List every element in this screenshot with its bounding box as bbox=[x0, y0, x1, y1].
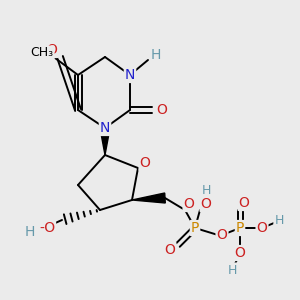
Text: -O: -O bbox=[39, 221, 55, 235]
Text: H: H bbox=[201, 184, 211, 196]
Text: O: O bbox=[238, 196, 249, 210]
Text: P: P bbox=[191, 221, 199, 235]
Text: O: O bbox=[157, 103, 167, 117]
Text: H: H bbox=[25, 225, 35, 239]
Text: O: O bbox=[256, 221, 267, 235]
Text: O: O bbox=[140, 156, 150, 170]
Text: H: H bbox=[274, 214, 284, 227]
Polygon shape bbox=[132, 193, 165, 203]
Text: P: P bbox=[236, 221, 244, 235]
Text: O: O bbox=[46, 43, 57, 57]
Text: N: N bbox=[125, 68, 135, 82]
Text: H: H bbox=[151, 48, 161, 62]
Text: CH₃: CH₃ bbox=[30, 46, 54, 59]
Polygon shape bbox=[100, 128, 110, 155]
Text: O: O bbox=[184, 197, 194, 211]
Text: O: O bbox=[235, 246, 245, 260]
Text: H: H bbox=[227, 263, 237, 277]
Text: N: N bbox=[100, 121, 110, 135]
Text: O: O bbox=[217, 228, 227, 242]
Text: O: O bbox=[201, 197, 212, 211]
Text: O: O bbox=[165, 243, 176, 257]
